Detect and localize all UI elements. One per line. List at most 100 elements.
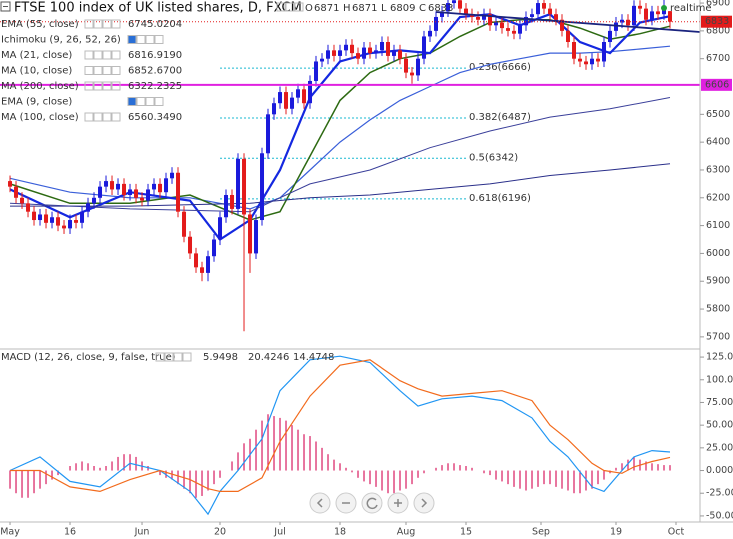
candle-body xyxy=(464,8,469,15)
histogram-bar xyxy=(597,470,599,485)
fib-label: 0.236(6666) xyxy=(469,62,531,73)
candle-body xyxy=(446,3,451,12)
candle-body xyxy=(8,181,13,187)
candle-body xyxy=(596,58,601,62)
histogram-bar xyxy=(207,470,209,491)
candle-body xyxy=(482,14,487,20)
candle-body xyxy=(362,47,367,59)
legend-icon xyxy=(145,35,155,44)
histogram-bar xyxy=(15,470,17,494)
histogram-bar xyxy=(183,470,185,489)
legend-icon xyxy=(93,81,103,91)
indicator-value: 5.9498 xyxy=(203,352,238,363)
candle-body xyxy=(320,58,325,62)
histogram-bar xyxy=(447,463,449,471)
histogram-bar xyxy=(123,454,125,471)
histogram-bar xyxy=(411,470,413,485)
trendline xyxy=(435,11,701,33)
candle-body xyxy=(284,92,289,109)
histogram-bar xyxy=(117,456,119,471)
candle-body xyxy=(602,42,607,62)
candle-body xyxy=(302,89,307,104)
candle-body xyxy=(260,153,265,221)
histogram-bar xyxy=(357,470,359,478)
moving-average xyxy=(9,45,671,210)
y-tick-label: 6700 xyxy=(706,53,730,64)
histogram-bar xyxy=(585,470,587,491)
candle-body xyxy=(98,186,103,198)
candle-body xyxy=(530,14,535,17)
candle-body xyxy=(266,114,271,154)
legend-name-hidden: EMA (9, close) xyxy=(1,97,72,108)
y-tick-label: 5900 xyxy=(706,276,730,287)
reset-button[interactable] xyxy=(361,492,383,514)
candle-body xyxy=(590,58,595,65)
histogram-bar xyxy=(243,443,245,471)
histogram-bar xyxy=(33,470,35,494)
scroll-right-button[interactable] xyxy=(413,492,435,514)
candle-body xyxy=(536,3,541,15)
candle-body xyxy=(500,22,505,29)
legend-value: 6322.2325 xyxy=(128,81,182,92)
y-tick-label: 5800 xyxy=(706,304,730,315)
legend-icon xyxy=(84,112,94,122)
candle-body xyxy=(152,183,157,190)
histogram-bar xyxy=(531,470,533,489)
histogram-bar xyxy=(387,470,389,494)
candle-body xyxy=(548,8,553,15)
histogram-bar xyxy=(561,470,563,489)
legend-icon xyxy=(111,19,121,29)
x-tick-label: Aug xyxy=(397,527,416,538)
histogram-bar xyxy=(231,461,233,471)
legend-value: 6816.9190 xyxy=(128,50,182,61)
x-tick-label: Oct xyxy=(668,527,685,538)
legend-icon xyxy=(136,35,146,44)
y-tick-label: 6500 xyxy=(706,109,730,120)
candle-body xyxy=(506,28,511,31)
candle-body xyxy=(644,8,649,20)
x-tick-label: 18 xyxy=(334,527,346,538)
histogram-bar xyxy=(9,470,11,489)
histogram-bar xyxy=(381,470,383,491)
ohlc-key: H xyxy=(343,3,351,14)
candle-body xyxy=(134,189,139,198)
candle-body xyxy=(50,217,55,223)
collapse-icon[interactable] xyxy=(0,1,11,12)
histogram-bar xyxy=(663,465,665,471)
candle-body xyxy=(68,220,73,229)
histogram-bar xyxy=(669,465,671,471)
legend-icon xyxy=(84,19,94,29)
candle-body xyxy=(422,36,427,59)
candle-body xyxy=(458,0,463,9)
histogram-bar xyxy=(261,420,263,471)
scroll-left-button[interactable] xyxy=(309,492,331,514)
candle-body xyxy=(332,50,337,56)
candle-body xyxy=(542,3,547,9)
histogram-bar xyxy=(591,470,593,489)
candle-body xyxy=(518,25,523,34)
ohlc-key: O xyxy=(305,3,313,14)
icon xyxy=(421,498,428,508)
x-tick-label: Jul xyxy=(273,527,285,538)
plot-area: 0.236(6666) 0.382(6487) 0.5(6342) 0.618(619… xyxy=(0,0,701,516)
histogram-bar xyxy=(519,470,521,489)
histogram-bar xyxy=(219,470,221,478)
legend-icon xyxy=(93,19,103,29)
histogram-bar xyxy=(27,470,29,498)
candle-body xyxy=(74,220,79,223)
legend-name: MA (200, close) xyxy=(1,81,79,92)
candle-body xyxy=(110,181,115,190)
histogram-bar xyxy=(291,425,293,471)
legend-icon xyxy=(154,97,164,106)
candle-body xyxy=(206,256,211,273)
candle-body xyxy=(614,22,619,31)
candle-body xyxy=(578,58,583,62)
ohlc-value: 6871 xyxy=(314,3,339,14)
candle-body xyxy=(176,172,181,212)
histogram-bar xyxy=(645,461,647,471)
legend-icon xyxy=(127,35,137,44)
histogram-bar xyxy=(201,470,203,496)
histogram-bar xyxy=(105,465,107,471)
y-tick-label: -25.00 xyxy=(706,488,733,499)
